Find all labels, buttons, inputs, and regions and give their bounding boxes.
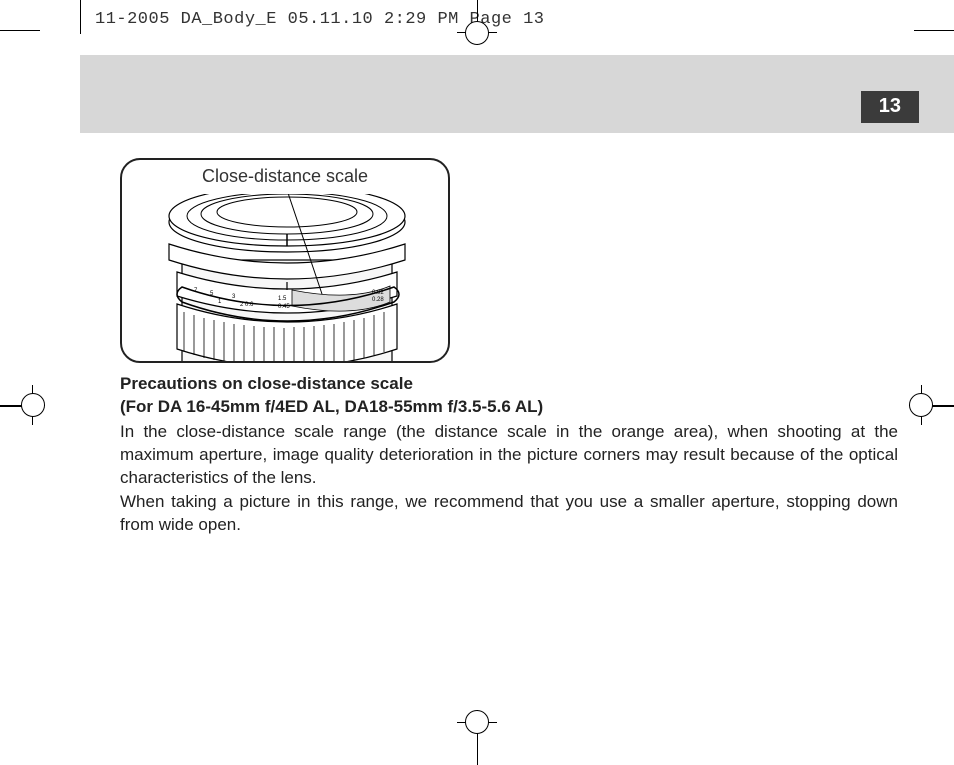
trim-mark [80, 0, 81, 34]
lens-illustration-icon: 7 5 3 1.5 0.92 1 2 0.6 0.45 0.28 [122, 194, 450, 363]
trim-mark [914, 30, 954, 31]
registration-mark-icon [457, 710, 497, 765]
section-heading-line2: (For DA 16-45mm f/4ED AL, DA18-55mm f/3.… [120, 396, 898, 419]
figure-label: Close-distance scale [122, 166, 448, 187]
body-paragraph: When taking a picture in this range, we … [120, 491, 898, 537]
content-column: Close-distance scale [120, 158, 898, 537]
lens-figure: Close-distance scale [120, 158, 450, 363]
page-number-badge: 13 [861, 91, 919, 123]
trim-mark [0, 30, 40, 31]
scale-mark: 0.28 [372, 297, 384, 303]
print-slug: 11-2005 DA_Body_E 05.11.10 2:29 PM Page … [95, 10, 544, 29]
trim-mark [0, 405, 40, 407]
header-band: 13 [80, 55, 954, 133]
body-paragraph: In the close-distance scale range (the d… [120, 421, 898, 490]
scale-mark: 1.5 [278, 296, 287, 302]
page: 11-2005 DA_Body_E 05.11.10 2:29 PM Page … [0, 0, 954, 755]
trim-mark [914, 405, 954, 407]
section-heading-line1: Precautions on close-distance scale [120, 373, 898, 396]
